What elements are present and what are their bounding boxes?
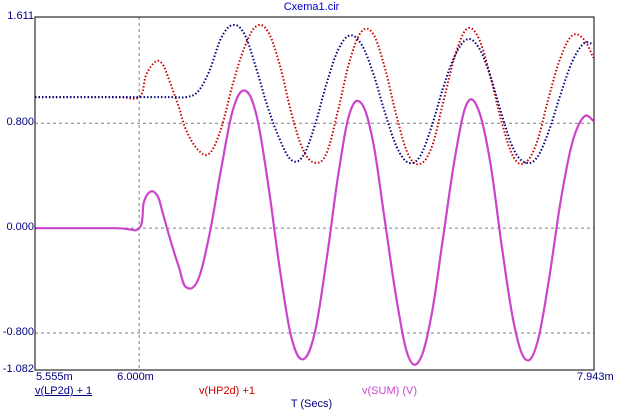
y-tick-label: -0.800 [2,326,34,339]
legend-hp2d: v(HP2d) +1 [199,385,255,397]
chart-title: Cxema1.cir [283,1,340,13]
series-line-0 [35,23,594,165]
legend-sum: v(SUM) (V) [362,385,417,397]
plot-border [34,16,595,371]
series-line-2 [35,89,594,366]
x-tick-label: 7.943m [577,371,614,383]
x-tick-label: 5.555m [36,371,73,383]
y-tick-label: 0.800 [6,116,34,129]
y-tick-label: -1.082 [2,363,34,375]
y-tick-label: 1.611 [7,10,34,22]
series-line-1 [35,23,595,166]
legend-lp2d[interactable]: v(LP2d) + 1 [35,385,93,397]
x-tick-label: 6.000m [117,371,154,383]
x-axis-label: T (Secs) [290,398,333,410]
y-tick-label: 0.000 [6,221,34,234]
